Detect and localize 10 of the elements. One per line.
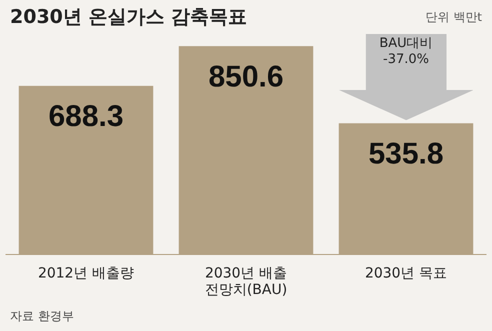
text: 자료 환경부 bbox=[10, 308, 74, 325]
data-label: 850.6 bbox=[208, 60, 284, 94]
data-label: 535.8 bbox=[368, 137, 444, 170]
x-tick-label: 2012년 배출량 bbox=[38, 265, 134, 282]
chart-title: 2030년 온실가스 감축목표 bbox=[10, 5, 248, 30]
data-label: 688.3 bbox=[48, 100, 124, 134]
chart-subtitle: 단위 백만t bbox=[425, 9, 482, 26]
annotation: BAU대비 -37.0% bbox=[378, 36, 434, 68]
x-tick-label: 2030년 목표 bbox=[364, 265, 448, 282]
x-tick-label: 2030년 배출 전망치(BAU) bbox=[204, 265, 288, 298]
